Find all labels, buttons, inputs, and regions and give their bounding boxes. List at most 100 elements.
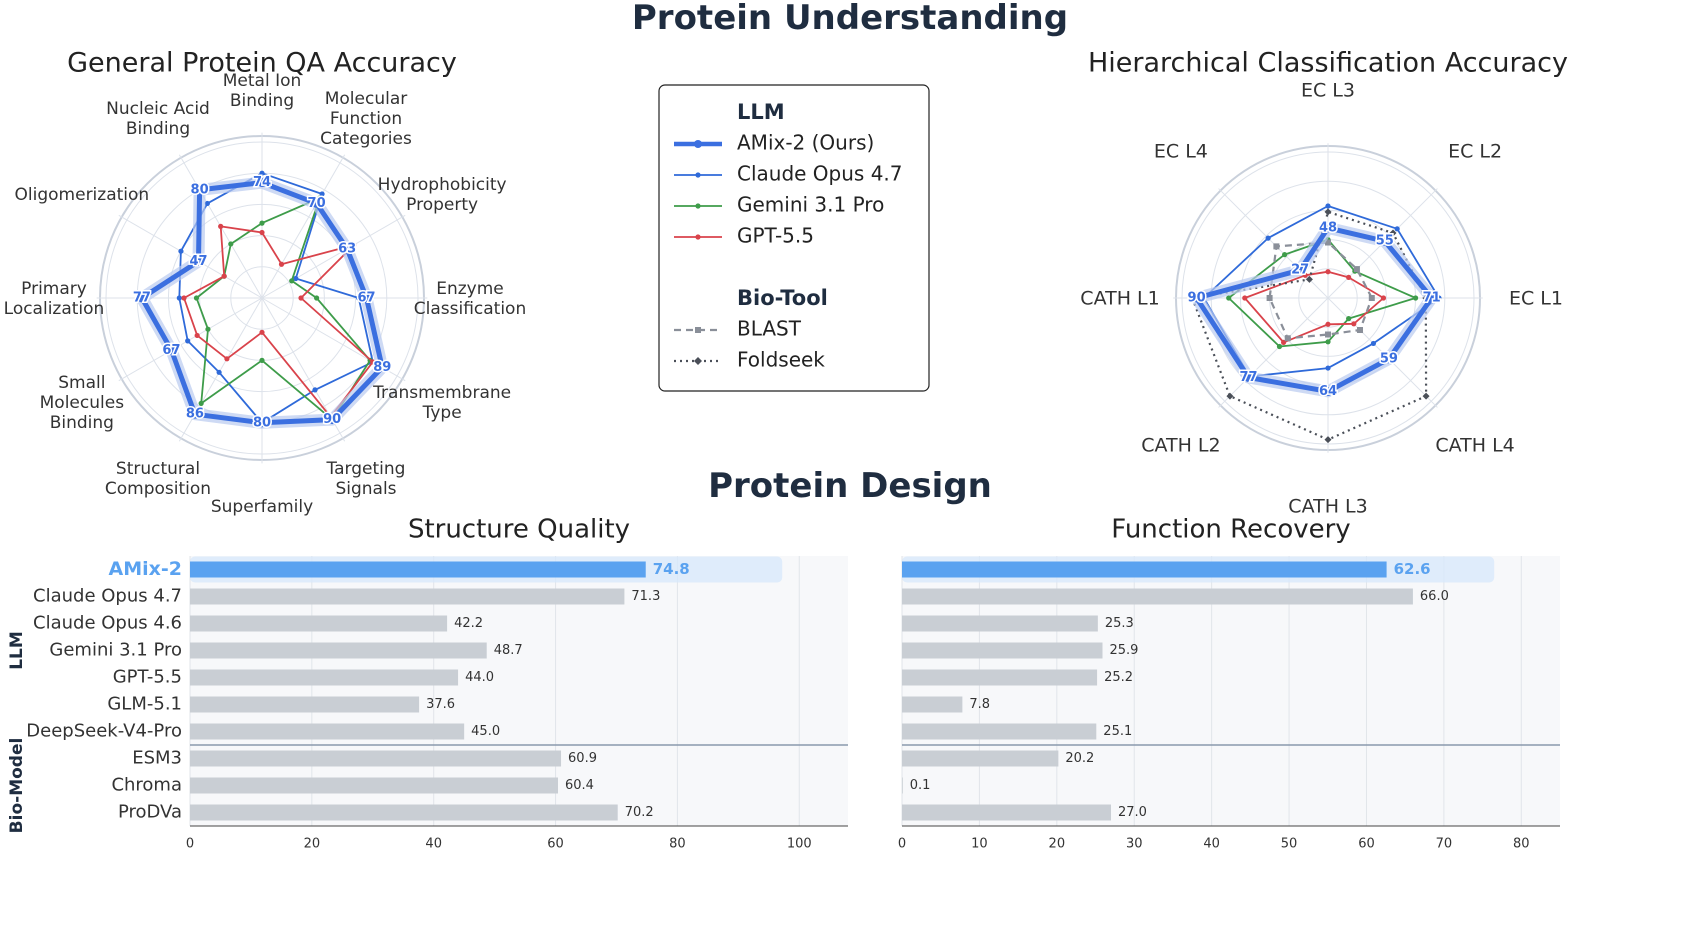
radar-spoke <box>261 154 346 299</box>
radar-axis-label: Small Molecules Binding <box>40 373 125 433</box>
radar-axis-label-line: Primary <box>21 279 87 299</box>
group-label: LLM <box>7 631 27 670</box>
x-tick-label: 50 <box>1281 837 1298 852</box>
category-label: Claude Opus 4.7 <box>33 586 182 607</box>
radar-spoke <box>1327 297 1438 408</box>
radar-data-label: 48 <box>1319 220 1337 235</box>
radar-axis-label-line: Targeting <box>326 459 406 479</box>
radar-axis-label-line: EC L4 <box>1154 141 1208 163</box>
bar <box>902 642 1103 659</box>
radar-point <box>221 273 227 279</box>
radar-data-label: 59 <box>1380 351 1398 366</box>
radar-point <box>1324 436 1332 444</box>
radar-point <box>312 198 322 208</box>
radar-point <box>259 220 265 226</box>
radar-point <box>195 185 205 195</box>
legend-label: GPT-5.5 <box>737 224 814 248</box>
radar-point <box>298 295 304 301</box>
bar-row-chroma: 60.4 Chroma <box>111 775 594 796</box>
radar-point <box>1276 343 1283 350</box>
bar-row-claude-opus-4-6: 42.2 Claude Opus 4.6 <box>33 613 483 634</box>
bar-value-label: 71.3 <box>631 589 660 604</box>
bar <box>190 588 625 605</box>
radar-point <box>1353 266 1360 273</box>
x-tick-label: 70 <box>1436 837 1453 852</box>
radar-axis-label: Superfamily <box>211 497 313 517</box>
radar-point <box>178 248 184 254</box>
radar-axis-label-line: CATH L3 <box>1288 496 1367 518</box>
radar-point <box>342 244 352 254</box>
radar-point <box>289 278 295 284</box>
radar-axis-label-line: CATH L2 <box>1141 435 1220 457</box>
bar-value-label: 74.8 <box>653 560 690 578</box>
bar-row-gpt-5-5: 44.0 GPT-5.5 <box>113 667 494 688</box>
radar-point <box>181 295 187 301</box>
bar <box>902 615 1098 632</box>
bar-chart-title: Structure Quality <box>408 515 630 545</box>
radar-point <box>1325 331 1331 338</box>
legend-entry-gpt-5-5: GPT-5.5 <box>674 224 814 248</box>
radar-series-line <box>1268 241 1373 340</box>
bar-row-claude-opus-4-6: 25.3 <box>902 615 1134 632</box>
category-label: GPT-5.5 <box>113 667 182 688</box>
section-title-design: Protein Design <box>708 466 992 506</box>
radar-axis-label: Transmembrane Type <box>372 383 511 423</box>
legend: LLM AMix-2 (Ours) Claude Opus 4.7 Gemini 3.… <box>658 84 930 392</box>
bar <box>190 642 487 659</box>
bar-value-label: 44.0 <box>465 670 494 685</box>
radar-data-label: 80 <box>191 182 209 197</box>
radar-point <box>1351 321 1357 327</box>
radar-data-label: 67 <box>162 343 180 358</box>
radar-point <box>257 418 267 428</box>
radar-axis-label-line: CATH L4 <box>1435 435 1514 457</box>
radar-axis-label-line: Signals <box>335 479 396 499</box>
radar-data-label: 90 <box>323 412 341 427</box>
radar-axis-label-line: Binding <box>230 91 294 111</box>
legend-entry-blast: BLAST <box>674 317 802 341</box>
radar-point <box>1325 339 1331 345</box>
radar-point <box>216 369 222 375</box>
radar-point <box>193 295 200 301</box>
bar-row-glm-5-1: 37.6 GLM-5.1 <box>107 694 455 715</box>
radar-axis-label-line: EC L3 <box>1301 80 1355 102</box>
bar-row-amix-2: 74.8 AMix-2 <box>109 556 783 583</box>
category-label: ESM3 <box>132 748 182 769</box>
radar-axis-label: Molecular Function Categories <box>320 89 412 149</box>
bar-row-esm3: 60.9 ESM3 <box>132 748 597 769</box>
bar-value-label: 66.0 <box>1420 589 1449 604</box>
bar-value-label: 0.1 <box>910 778 931 793</box>
radar-axis-label-line: Enzyme <box>436 279 504 299</box>
radar-point <box>327 415 337 425</box>
bar-row-deepseek-v4-pro: 25.1 <box>902 723 1132 740</box>
bar-row-gemini-3-1-pro: 48.7 Gemini 3.1 Pro <box>49 640 522 661</box>
radar-axis-label-line: Structural <box>116 459 200 479</box>
legend-marker <box>695 172 701 178</box>
radar-point <box>224 356 230 362</box>
category-label: AMix-2 <box>109 558 183 580</box>
bar-value-label: 60.4 <box>565 778 594 793</box>
radar-point <box>362 293 372 303</box>
radar-data-label: 55 <box>1376 234 1394 249</box>
radar-axis-label: Targeting Signals <box>326 459 406 499</box>
radar-series-gemini-3-1-pro <box>1226 237 1419 350</box>
bar <box>190 669 459 686</box>
bar <box>190 804 618 821</box>
radar-axis-label-line: Function <box>330 109 402 129</box>
x-tick-label: 20 <box>304 837 321 852</box>
bar-value-label: 70.2 <box>625 805 654 820</box>
legend-marker <box>695 327 701 333</box>
radar-point <box>1346 274 1352 280</box>
bar-value-label: 25.2 <box>1104 670 1133 685</box>
category-label: GLM-5.1 <box>107 694 182 715</box>
radar-axis-label: CATH L2 <box>1141 435 1220 457</box>
bar <box>190 723 465 740</box>
radar-axis-label: Hydrophobicity Property <box>378 175 507 215</box>
x-tick-label: 20 <box>1049 837 1066 852</box>
radar-title: Hierarchical Classification Accuracy <box>1088 48 1568 79</box>
bar <box>190 615 448 632</box>
bar <box>902 696 963 713</box>
bar <box>902 750 1059 767</box>
bar-value-label: 27.0 <box>1118 805 1147 820</box>
